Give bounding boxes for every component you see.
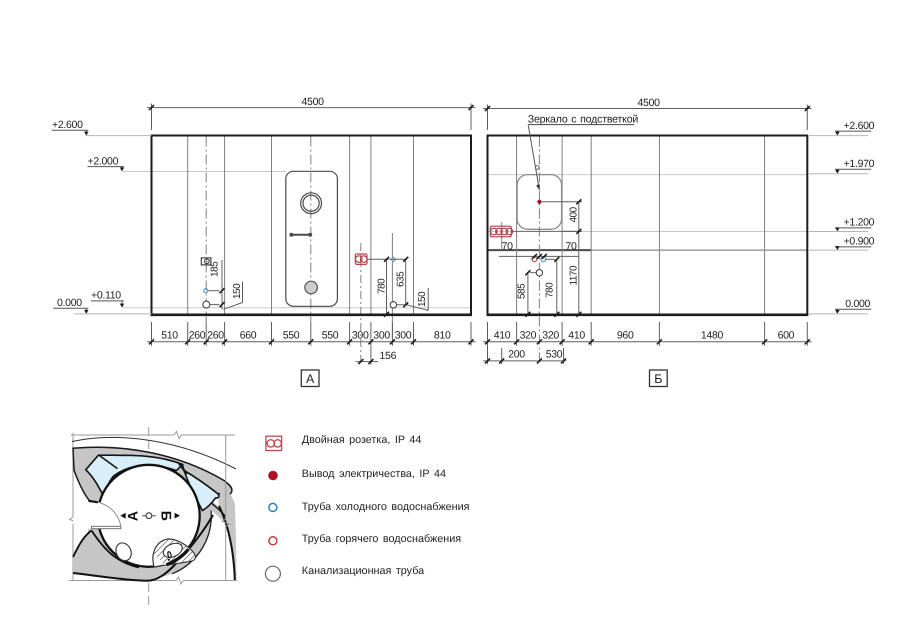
svg-text:А: А (124, 511, 140, 521)
svg-text:1480: 1480 (701, 329, 724, 341)
svg-text:960: 960 (617, 329, 634, 341)
svg-text:410: 410 (494, 329, 511, 341)
svg-text:400: 400 (569, 206, 580, 222)
svg-text:780: 780 (376, 278, 387, 294)
svg-text:200: 200 (508, 348, 525, 360)
svg-text:260: 260 (189, 329, 206, 341)
svg-text:410: 410 (568, 329, 585, 341)
svg-text:300: 300 (373, 329, 390, 341)
svg-text:635: 635 (395, 271, 406, 287)
svg-text:+2.000: +2.000 (88, 155, 119, 167)
svg-text:4500: 4500 (638, 97, 661, 109)
svg-text:Вывод электричества, IP 44: Вывод электричества, IP 44 (302, 468, 446, 480)
svg-text:156: 156 (380, 350, 397, 362)
svg-text:0.000: 0.000 (845, 298, 870, 310)
svg-text:Труба горячего водоснабжения: Труба горячего водоснабжения (302, 533, 461, 545)
svg-text:530: 530 (546, 348, 563, 360)
svg-text:+1.970: +1.970 (844, 158, 875, 170)
svg-text:Труба холодного водоснабжения: Труба холодного водоснабжения (302, 501, 470, 513)
svg-text:320: 320 (542, 329, 559, 341)
svg-text:+0.900: +0.900 (844, 236, 875, 248)
svg-text:4500: 4500 (302, 96, 325, 108)
svg-text:+0.110: +0.110 (91, 290, 121, 302)
svg-text:600: 600 (778, 329, 795, 341)
svg-text:1170: 1170 (569, 265, 580, 285)
svg-text:Зеркало с подстветкой: Зеркало с подстветкой (528, 114, 639, 126)
svg-text:Б: Б (654, 372, 662, 386)
svg-text:300: 300 (395, 329, 412, 341)
svg-text:Б: Б (159, 511, 175, 521)
svg-text:70: 70 (502, 240, 514, 252)
svg-text:Двойная розетка, IP 44: Двойная розетка, IP 44 (302, 434, 422, 446)
svg-text:А: А (306, 372, 315, 386)
svg-text:320: 320 (520, 329, 537, 341)
svg-text:0.000: 0.000 (57, 297, 82, 309)
svg-text:+2.600: +2.600 (52, 119, 83, 131)
svg-text:510: 510 (161, 329, 178, 341)
svg-text:300: 300 (352, 329, 369, 341)
svg-text:260: 260 (207, 329, 224, 341)
svg-text:550: 550 (322, 329, 339, 341)
svg-text:+2.600: +2.600 (844, 120, 875, 132)
svg-text:780: 780 (545, 282, 556, 298)
svg-text:70: 70 (565, 240, 577, 252)
svg-text:150: 150 (232, 283, 243, 299)
svg-text:150: 150 (417, 291, 428, 307)
svg-text:810: 810 (434, 329, 451, 341)
svg-text:585: 585 (517, 283, 528, 299)
svg-text:+1.200: +1.200 (844, 217, 875, 229)
svg-text:Канализационная труба: Канализационная труба (302, 565, 424, 577)
svg-text:550: 550 (283, 329, 300, 341)
svg-text:185: 185 (210, 261, 221, 277)
svg-text:660: 660 (240, 329, 257, 341)
